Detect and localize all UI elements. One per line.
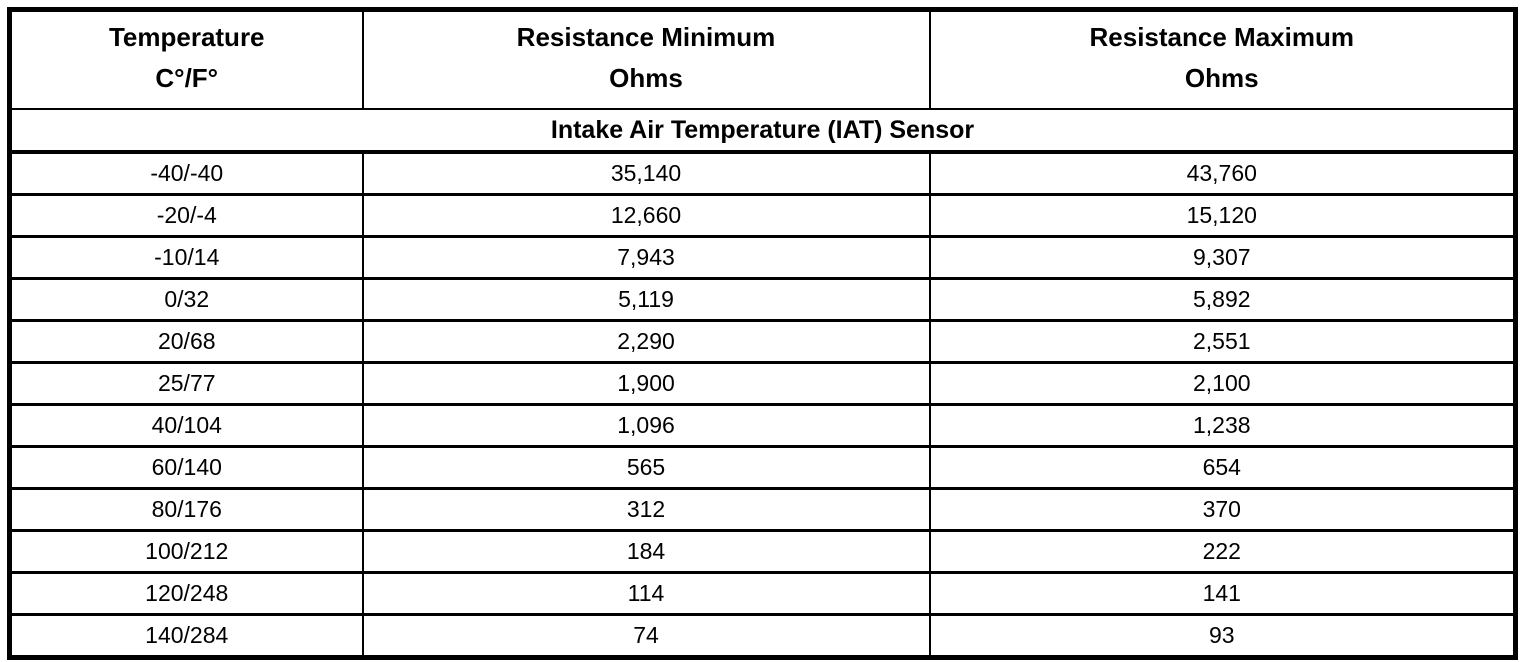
temperature-cell: 40/104 [8, 403, 364, 448]
resistance-max-header-unit: Ohms [1184, 63, 1259, 93]
resistance-min-header-title: Resistance Minimum [516, 22, 776, 52]
table-row: 25/77 1,900 2,100 [8, 361, 1517, 406]
temperature-cell: 80/176 [8, 487, 364, 532]
resistance-max-cell: 222 [928, 529, 1517, 574]
temperature-cell: 0/32 [8, 277, 364, 322]
temperature-cell: 100/212 [8, 529, 364, 574]
resistance-min-header-unit: Ohms [609, 63, 683, 93]
resistance-max-cell: 93 [928, 613, 1517, 659]
temperature-column-header: Temperature C°/F° [8, 8, 364, 110]
table-row: -20/-4 12,660 15,120 [8, 193, 1517, 238]
table-row: -10/14 7,943 9,307 [8, 235, 1517, 280]
temperature-cell: -20/-4 [8, 193, 364, 238]
resistance-min-cell: 12,660 [361, 193, 931, 238]
resistance-max-cell: 141 [928, 571, 1517, 616]
resistance-min-cell: 7,943 [361, 235, 931, 280]
resistance-max-cell: 2,100 [928, 361, 1517, 406]
resistance-min-cell: 184 [361, 529, 931, 574]
resistance-min-cell: 74 [361, 613, 931, 659]
resistance-max-column-header: Resistance Maximum Ohms [928, 8, 1517, 110]
table-body: -40/-40 35,140 43,760 -20/-4 12,660 15,120 -10… [8, 150, 1517, 659]
temperature-cell: -10/14 [8, 235, 364, 280]
table-row: 40/104 1,096 1,238 [8, 403, 1517, 448]
resistance-min-cell: 565 [361, 445, 931, 490]
resistance-max-cell: 2,551 [928, 319, 1517, 364]
table-row: -40/-40 35,140 43,760 [8, 150, 1517, 196]
resistance-min-cell: 2,290 [361, 319, 931, 364]
temperature-cell: 25/77 [8, 361, 364, 406]
table-row: 20/68 2,290 2,551 [8, 319, 1517, 364]
resistance-max-cell: 15,120 [928, 193, 1517, 238]
table-row: 120/248 114 141 [8, 571, 1517, 616]
resistance-max-header-title: Resistance Maximum [1089, 22, 1354, 52]
resistance-min-cell: 114 [361, 571, 931, 616]
table-row: 60/140 565 654 [8, 445, 1517, 490]
resistance-min-column-header: Resistance Minimum Ohms [361, 8, 931, 110]
table-row: 0/32 5,119 5,892 [8, 277, 1517, 322]
temperature-cell: 140/284 [8, 613, 364, 659]
resistance-min-cell: 5,119 [361, 277, 931, 322]
resistance-min-cell: 312 [361, 487, 931, 532]
temperature-header-unit: C°/F° [155, 63, 219, 93]
temperature-header-title: Temperature [108, 22, 265, 52]
resistance-max-cell: 9,307 [928, 235, 1517, 280]
iat-sensor-resistance-table: Temperature C°/F° Resistance Minimum Ohm… [7, 7, 1518, 660]
resistance-max-cell: 1,238 [928, 403, 1517, 448]
section-title: Intake Air Temperature (IAT) Sensor [8, 108, 1517, 154]
resistance-max-cell: 43,760 [928, 150, 1517, 196]
resistance-min-cell: 35,140 [361, 150, 931, 196]
resistance-max-cell: 654 [928, 445, 1517, 490]
resistance-max-cell: 5,892 [928, 277, 1517, 322]
table-row: 80/176 312 370 [8, 487, 1517, 532]
resistance-min-cell: 1,900 [361, 361, 931, 406]
resistance-max-cell: 370 [928, 487, 1517, 532]
temperature-cell: 20/68 [8, 319, 364, 364]
table-row: 140/284 74 93 [8, 613, 1517, 659]
table-header-row: Temperature C°/F° Resistance Minimum Ohm… [8, 8, 1517, 110]
temperature-cell: 120/248 [8, 571, 364, 616]
section-title-row: Intake Air Temperature (IAT) Sensor [8, 108, 1517, 154]
table-row: 100/212 184 222 [8, 529, 1517, 574]
temperature-cell: 60/140 [8, 445, 364, 490]
resistance-min-cell: 1,096 [361, 403, 931, 448]
temperature-cell: -40/-40 [8, 150, 364, 196]
